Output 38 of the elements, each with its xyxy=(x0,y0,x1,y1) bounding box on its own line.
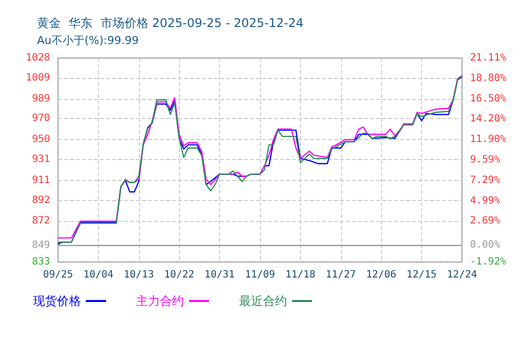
y2-tick-label: 0.00% xyxy=(470,239,500,250)
y-tick-label: 931 xyxy=(32,154,50,165)
y2-tick-label: 16.50% xyxy=(470,93,506,104)
y-tick-label: 849 xyxy=(32,240,50,251)
y-tick-label: 872 xyxy=(32,216,50,227)
y2-tick-label: 9.59% xyxy=(470,154,500,166)
x-tick-label: 11/09 xyxy=(244,270,276,280)
y-tick-label: 950 xyxy=(32,134,50,146)
x-tick-label: 09/25 xyxy=(42,270,74,280)
chart-subtitle: Au不小于(%):99.99 xyxy=(37,34,139,47)
y2-tick-label: 18.80% xyxy=(470,72,506,84)
y2-tick-label: 2.69% xyxy=(470,216,500,227)
y2-tick-label: 11.90% xyxy=(470,134,506,146)
y-tick-label: 1028 xyxy=(26,52,50,64)
legend-label: 主力合约 xyxy=(136,294,184,308)
y2-tick-label: 21.11% xyxy=(470,52,506,64)
x-tick-label: 11/18 xyxy=(285,270,316,280)
x-tick-label: 12/15 xyxy=(406,270,437,280)
y-tick-label: 911 xyxy=(32,174,50,186)
y-tick-label: 1009 xyxy=(26,72,50,84)
legend-label: 现货价格 xyxy=(33,294,81,308)
x-tick-label: 10/04 xyxy=(83,270,114,280)
y-tick-label: 989 xyxy=(32,93,50,104)
y-tick-label: 892 xyxy=(32,194,50,206)
x-tick-label: 11/27 xyxy=(326,270,356,280)
x-tick-label: 10/31 xyxy=(204,270,235,280)
y2-tick-label: 14.20% xyxy=(470,114,506,125)
y-tick-label: 970 xyxy=(32,113,50,124)
y2-tick-label: 4.99% xyxy=(470,195,500,206)
x-tick-label: 12/24 xyxy=(446,270,478,280)
x-tick-label: 12/06 xyxy=(366,270,396,280)
legend-label: 最近合约 xyxy=(239,294,287,308)
y2-tick-label: 7.29% xyxy=(470,174,500,186)
chart-title: 黄金 华东 市场价格 2025-09-25 - 2025-12-24 xyxy=(37,16,304,30)
y-tick-label: 833 xyxy=(32,256,50,268)
y2-tick-label: -1.92% xyxy=(470,256,506,268)
x-tick-label: 10/22 xyxy=(164,270,194,280)
x-tick-label: 10/13 xyxy=(124,270,154,280)
